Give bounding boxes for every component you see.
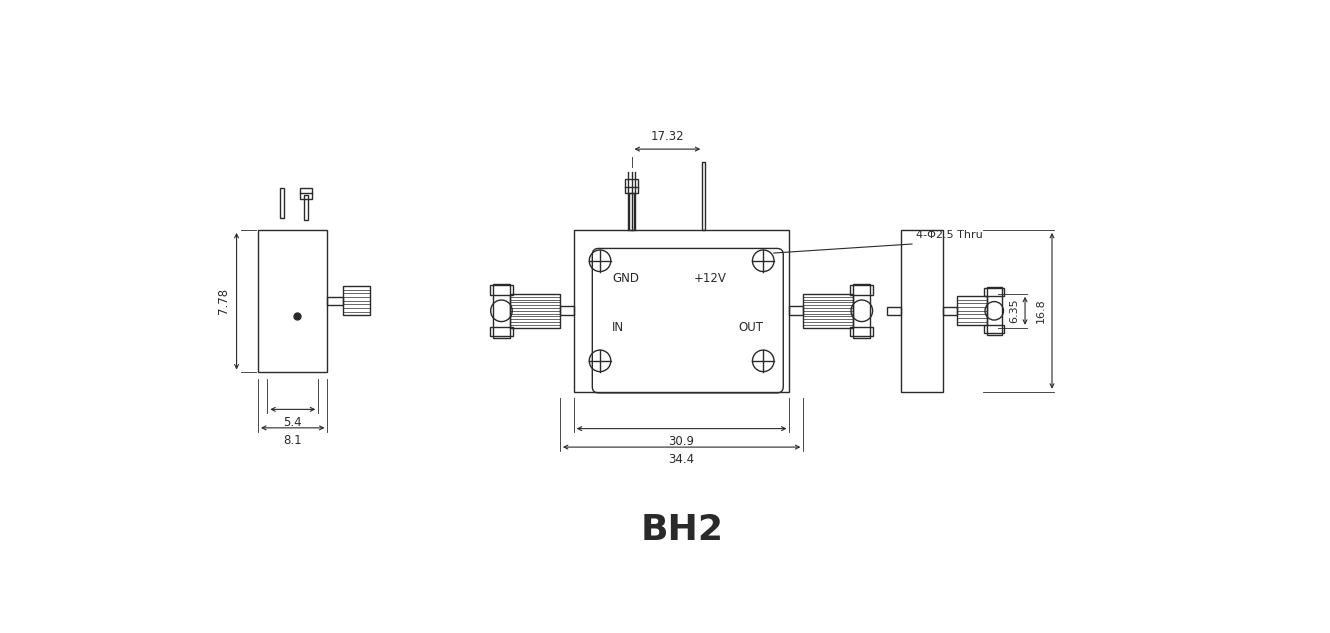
Bar	[702, 162, 705, 230]
Text: 7.78: 7.78	[217, 288, 230, 314]
Bar	[958, 296, 987, 325]
Bar	[854, 284, 870, 338]
Text: +12V: +12V	[694, 272, 726, 285]
Bar	[573, 230, 790, 392]
Bar	[493, 284, 509, 338]
Bar	[299, 187, 313, 199]
Bar	[509, 294, 560, 328]
Text: 17.32: 17.32	[650, 130, 684, 143]
Text: 5.4: 5.4	[283, 415, 302, 429]
Bar	[489, 327, 513, 336]
Bar	[625, 179, 638, 193]
Bar	[987, 287, 1001, 335]
Bar	[984, 325, 1004, 333]
Bar	[560, 306, 573, 315]
Bar	[343, 286, 370, 315]
Bar	[327, 297, 343, 304]
Text: 30.9: 30.9	[669, 435, 694, 448]
Bar	[850, 327, 874, 336]
Bar	[803, 294, 854, 328]
Bar	[279, 187, 285, 218]
Text: 6.35: 6.35	[1009, 299, 1019, 323]
Bar	[303, 196, 309, 220]
Bar	[902, 230, 943, 392]
Bar	[887, 307, 902, 315]
Bar	[943, 307, 958, 315]
Text: 34.4: 34.4	[669, 453, 694, 467]
Bar	[489, 285, 513, 294]
Bar	[629, 193, 634, 230]
Bar	[850, 285, 874, 294]
Bar	[790, 306, 803, 315]
Text: 8.1: 8.1	[283, 434, 302, 447]
Text: 16.8: 16.8	[1036, 298, 1045, 323]
Bar	[984, 289, 1004, 296]
Text: GND: GND	[612, 272, 640, 285]
Text: BH2: BH2	[640, 513, 724, 548]
Text: IN: IN	[612, 322, 625, 334]
Text: OUT: OUT	[738, 322, 763, 334]
Bar	[258, 230, 327, 372]
Text: 4-Φ2.5 Thru: 4-Φ2.5 Thru	[916, 230, 983, 240]
